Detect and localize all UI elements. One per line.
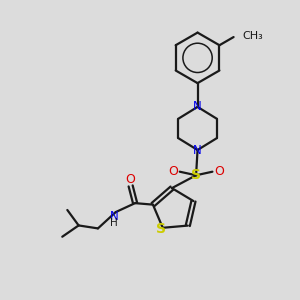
Text: S: S: [156, 222, 166, 236]
Text: CH₃: CH₃: [242, 32, 263, 41]
Text: O: O: [126, 173, 136, 187]
Text: N: N: [110, 210, 119, 223]
Text: N: N: [193, 100, 202, 113]
Text: O: O: [168, 165, 178, 178]
Text: O: O: [214, 165, 224, 178]
Text: N: N: [193, 143, 202, 157]
Text: H: H: [110, 218, 118, 228]
Text: S: S: [191, 168, 201, 182]
